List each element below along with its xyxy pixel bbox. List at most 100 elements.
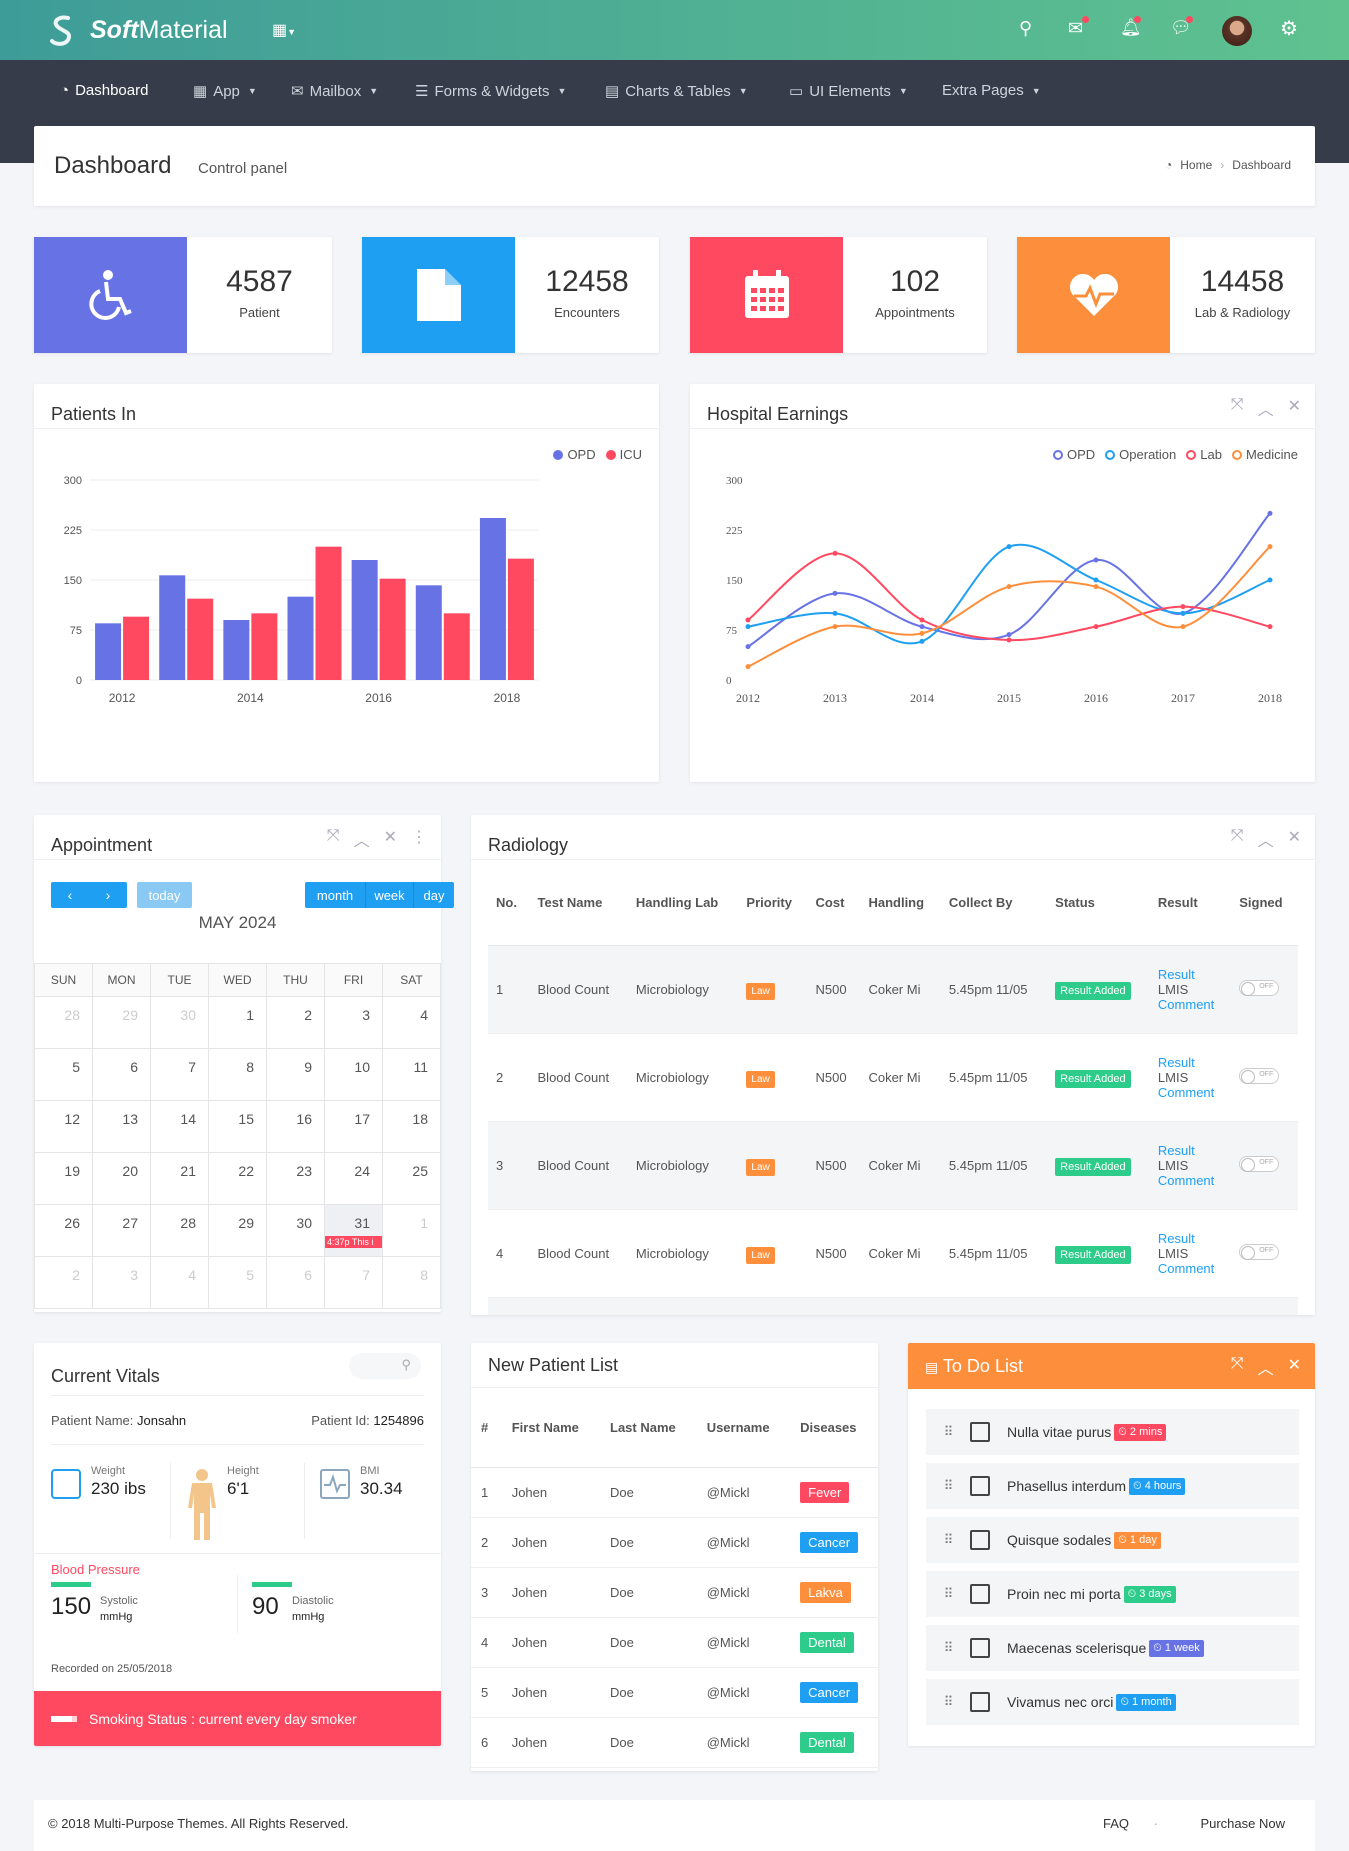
todo-checkbox[interactable] [970, 1584, 990, 1604]
expand-icon[interactable]: ⤧ [1230, 827, 1244, 844]
calendar-day[interactable]: 4 [150, 1256, 209, 1309]
calendar-day[interactable]: 1 [208, 996, 267, 1049]
column-header[interactable]: Handling [860, 861, 941, 946]
todo-item[interactable]: ⠿ Nulla vitae purus ⏲ 2 mins [926, 1409, 1299, 1455]
calendar-day[interactable]: 27 [92, 1204, 151, 1257]
calendar-day[interactable]: 20 [92, 1152, 151, 1205]
result-link[interactable]: Result [1157, 1230, 1195, 1246]
result-link[interactable]: Result [1157, 1054, 1195, 1070]
week-button[interactable]: week [365, 882, 413, 908]
month-button[interactable]: month [305, 882, 365, 908]
calendar-day[interactable]: 13 [92, 1100, 151, 1153]
result-link[interactable]: Result [1157, 1142, 1195, 1158]
calendar-event[interactable]: 4:37p This i [325, 1236, 382, 1248]
column-header[interactable]: Priority [738, 861, 808, 946]
calendar-day[interactable]: 6 [266, 1256, 325, 1309]
calendar-day[interactable]: 31 4:37p This i [324, 1204, 383, 1257]
todo-item[interactable]: ⠿ Proin nec mi porta ⏲ 3 days [926, 1571, 1299, 1617]
search-icon[interactable]: ⚲ [1019, 18, 1033, 38]
legend-item[interactable]: OPD [553, 447, 596, 462]
stat-card-encounters[interactable]: 12458 Encounters [362, 237, 659, 353]
calendar-day[interactable]: 28 [34, 996, 93, 1049]
column-header[interactable]: Status [1047, 861, 1150, 946]
nav-ui-elements[interactable]: ▭ UI Elements ▼ [789, 82, 908, 101]
drag-handle-icon[interactable]: ⠿ [943, 1640, 954, 1655]
column-header[interactable]: Last Name [600, 1389, 697, 1468]
close-icon[interactable]: ✕ [1287, 1357, 1301, 1374]
drag-handle-icon[interactable]: ⠿ [943, 1586, 954, 1601]
brand-name[interactable]: SoftMaterial [90, 16, 228, 44]
column-header[interactable]: # [471, 1389, 502, 1468]
legend-item[interactable]: Medicine [1231, 447, 1298, 462]
day-button[interactable]: day [413, 882, 454, 908]
column-header[interactable]: Collect By [940, 861, 1048, 946]
search-icon[interactable]: ⚲ [349, 1353, 421, 1379]
calendar-day[interactable]: 5 [208, 1256, 267, 1309]
nav-mailbox[interactable]: ✉ Mailbox ▼ [291, 82, 379, 101]
calendar-day[interactable]: 22 [208, 1152, 267, 1205]
faq-link[interactable]: FAQ [1102, 1816, 1129, 1831]
calendar-day[interactable]: 18 [382, 1100, 441, 1153]
nav-charts[interactable]: ▤ Charts & Tables ▼ [605, 82, 748, 101]
stat-card-lab[interactable]: 14458 Lab & Radiology [1017, 237, 1315, 353]
legend-item[interactable]: Lab [1186, 447, 1222, 462]
comment-link[interactable]: Comment [1157, 1260, 1215, 1276]
mail-icon[interactable]: ✉ [1068, 16, 1089, 39]
signed-toggle[interactable]: OFF [1239, 979, 1280, 996]
column-header[interactable]: Result [1149, 861, 1232, 946]
calendar-day[interactable]: 19 [34, 1152, 93, 1205]
calendar-day[interactable]: 30 [150, 996, 209, 1049]
column-header[interactable]: Cost [807, 861, 861, 946]
calendar-day[interactable]: 7 [150, 1048, 209, 1101]
nav-app[interactable]: ▦ App ▼ [193, 82, 257, 101]
signed-toggle[interactable]: OFF [1239, 1155, 1280, 1172]
calendar-day[interactable]: 23 [266, 1152, 325, 1205]
drag-handle-icon[interactable]: ⠿ [943, 1532, 954, 1547]
calendar-day[interactable]: 30 [266, 1204, 325, 1257]
calendar-day[interactable]: 29 [208, 1204, 267, 1257]
expand-icon[interactable]: ⤧ [326, 827, 340, 844]
stat-card-appointments[interactable]: 102 Appointments [690, 237, 987, 353]
calendar-day[interactable]: 3 [324, 996, 383, 1049]
todo-checkbox[interactable] [970, 1476, 990, 1496]
chat-icon[interactable]: 💬︎ [1170, 16, 1193, 37]
purchase-link[interactable]: Purchase Now [1200, 1816, 1285, 1831]
expand-icon[interactable]: ⤧ [1230, 1355, 1244, 1372]
calendar-day[interactable]: 12 [34, 1100, 93, 1153]
todo-checkbox[interactable] [970, 1638, 990, 1658]
collapse-icon[interactable]: ︿ [1257, 833, 1274, 850]
calendar-day[interactable]: 10 [324, 1048, 383, 1101]
calendar-day[interactable]: 21 [150, 1152, 209, 1205]
column-header[interactable]: Handling Lab [627, 861, 739, 946]
calendar-day[interactable]: 15 [208, 1100, 267, 1153]
expand-icon[interactable]: ⤧ [1230, 396, 1244, 413]
drag-handle-icon[interactable]: ⠿ [943, 1694, 954, 1709]
stat-card-patient[interactable]: 4587 Patient [34, 237, 332, 353]
bell-icon[interactable]: 🔔︎ [1120, 16, 1142, 37]
column-header[interactable]: First Name [501, 1389, 601, 1468]
column-header[interactable]: No. [488, 861, 530, 946]
calendar-day[interactable]: 14 [150, 1100, 209, 1153]
collapse-icon[interactable]: ︿ [1257, 1361, 1274, 1378]
collapse-icon[interactable]: ︿ [1257, 402, 1274, 419]
comment-link[interactable]: Comment [1157, 1084, 1215, 1100]
calendar-day[interactable]: 28 [150, 1204, 209, 1257]
comment-link[interactable]: Comment [1157, 1172, 1215, 1188]
gear-icon[interactable]: ⚙ [1280, 18, 1298, 40]
nav-forms[interactable]: ☰ Forms & Widgets ▼ [415, 82, 567, 101]
calendar-day[interactable]: 6 [92, 1048, 151, 1101]
todo-checkbox[interactable] [970, 1422, 990, 1442]
calendar-day[interactable]: 2 [34, 1256, 93, 1309]
comment-link[interactable]: Comment [1157, 996, 1215, 1012]
calendar-day[interactable]: 9 [266, 1048, 325, 1101]
calendar-day[interactable]: 26 [34, 1204, 93, 1257]
collapse-icon[interactable]: ︿ [353, 833, 370, 850]
close-icon[interactable]: ✕ [1287, 398, 1301, 415]
todo-checkbox[interactable] [970, 1530, 990, 1550]
legend-item[interactable]: ICU [605, 447, 642, 462]
calendar-day[interactable]: 16 [266, 1100, 325, 1153]
todo-item[interactable]: ⠿ Phasellus interdum ⏲ 4 hours [926, 1463, 1299, 1509]
todo-item[interactable]: ⠿ Quisque sodales ⏲ 1 day [926, 1517, 1299, 1563]
calendar-day[interactable]: 25 [382, 1152, 441, 1205]
todo-item[interactable]: ⠿ Vivamus nec orci ⏲ 1 month [926, 1679, 1299, 1725]
